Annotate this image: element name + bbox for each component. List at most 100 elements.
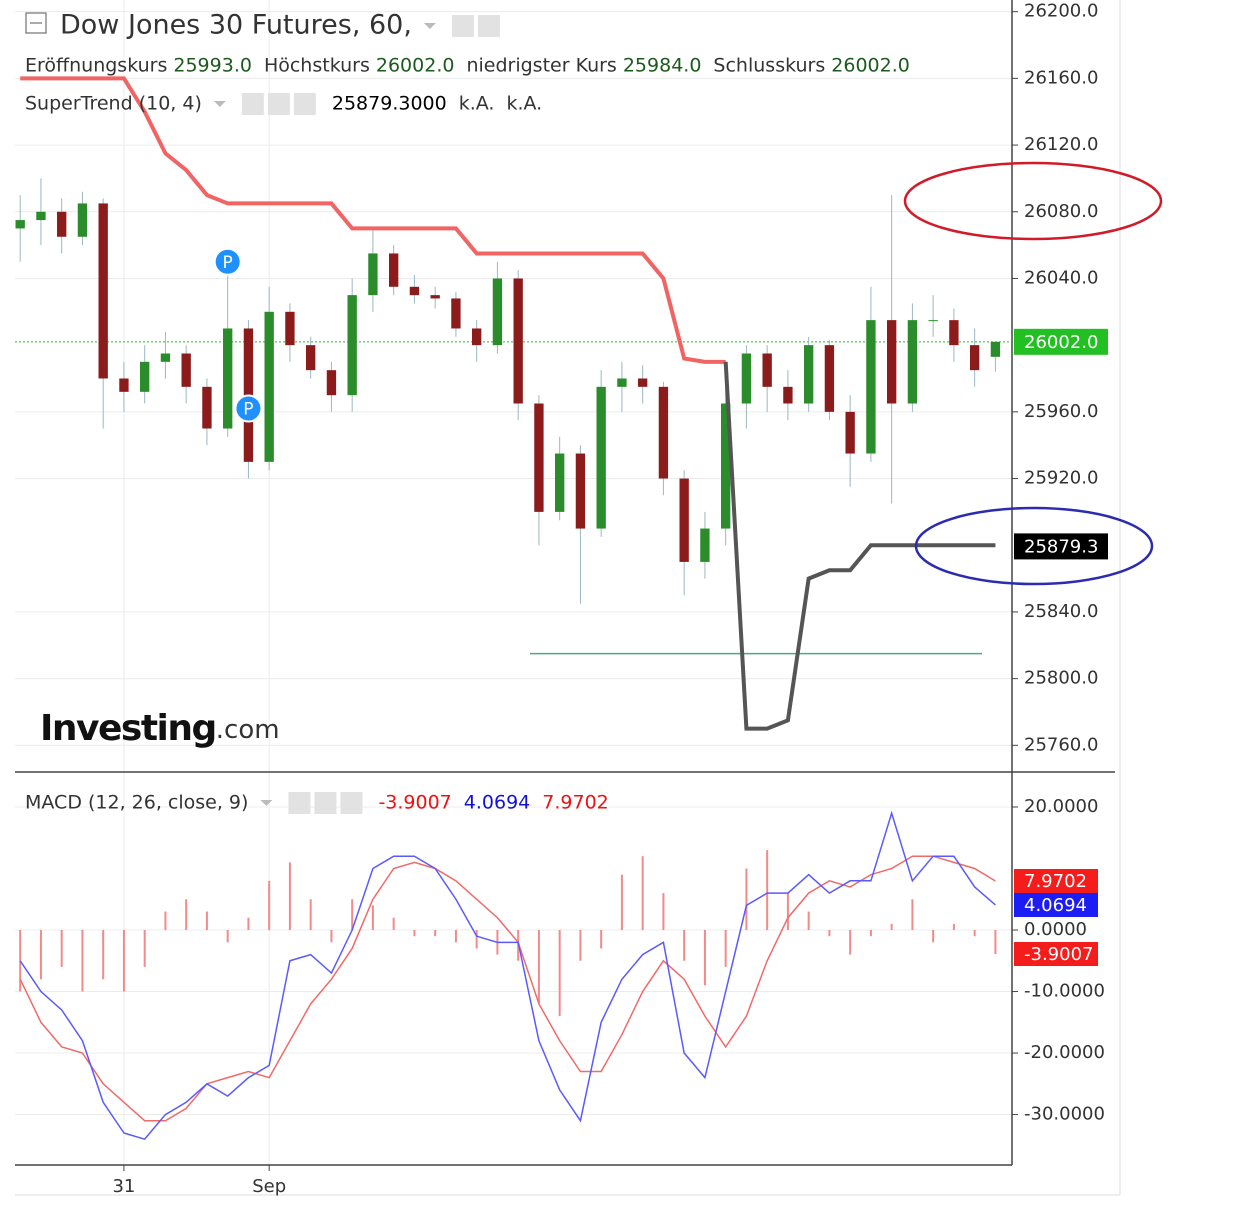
x-tick-label: Sep — [252, 1176, 286, 1197]
candle-body — [181, 353, 191, 387]
plot-area: PP — [15, 76, 1012, 1141]
histogram-bar — [724, 930, 727, 967]
candle-body — [77, 203, 88, 237]
supertrend-line — [723, 361, 996, 731]
histogram-bar — [351, 899, 354, 931]
price-label: 26002.0 — [1024, 332, 1098, 353]
histogram-bar — [371, 905, 374, 931]
last-value-box — [1014, 868, 1098, 893]
histogram-bar — [973, 930, 976, 937]
supertrend-line — [20, 76, 726, 364]
histogram-bar — [745, 868, 748, 931]
y-tick-label: 20.0000 — [1024, 796, 1098, 817]
histogram-bar — [807, 911, 810, 931]
histogram-bar — [434, 930, 437, 937]
histogram-bar — [454, 930, 457, 943]
candle-body — [783, 386, 793, 404]
indicator-name: SuperTrend (10, 4) — [25, 93, 202, 115]
candle-body — [803, 345, 814, 404]
indicator-value: 4.0694 — [464, 792, 530, 814]
histogram-bar — [766, 850, 769, 931]
candle-body — [928, 320, 938, 322]
dropdown-arrow[interactable] — [260, 800, 273, 806]
histogram-bar — [164, 911, 167, 931]
y-tick-label: 25760.0 — [1024, 734, 1098, 755]
candle-body — [285, 311, 295, 346]
candle-body — [554, 453, 565, 512]
ohlc-value: 25993.0 — [173, 55, 252, 77]
candle-body — [534, 403, 544, 512]
toolbar-icon[interactable] — [293, 93, 316, 115]
candle-body — [866, 320, 876, 454]
y-tick-label: 25840.0 — [1024, 601, 1098, 622]
candle-body — [36, 211, 46, 221]
pivot-marker[interactable] — [213, 247, 242, 276]
logo-part: .com — [216, 715, 280, 745]
indicator-value: 25879.3000 — [332, 93, 447, 115]
candle-body — [202, 386, 212, 429]
candle-body — [160, 353, 171, 362]
histogram-bar — [537, 930, 540, 1004]
pivot-marker[interactable] — [234, 394, 263, 423]
last-value-label: 4.0694 — [1024, 895, 1087, 916]
dropdown-arrow[interactable] — [423, 23, 436, 29]
candle-body — [57, 211, 67, 237]
indicator-value: k.A. — [506, 93, 542, 115]
candle-body — [513, 278, 523, 404]
candle-body — [347, 295, 357, 396]
pivot-marker-label: P — [223, 253, 233, 273]
ohlc-label: Eröffnungskurs — [25, 55, 167, 77]
candle-body — [306, 345, 316, 371]
candle-body — [264, 311, 274, 462]
histogram-bar — [185, 899, 188, 931]
histogram-bar — [620, 874, 623, 931]
toolbar-icon[interactable] — [477, 15, 500, 37]
histogram-bar — [143, 930, 146, 967]
price-label-box — [1014, 328, 1108, 355]
histogram-bar — [703, 930, 706, 986]
histogram-bar — [911, 899, 914, 931]
indicator-value: k.A. — [459, 93, 495, 115]
indicator-name: MACD (12, 26, close, 9) — [25, 792, 248, 814]
candle-body — [472, 328, 482, 346]
candle-body — [845, 411, 855, 454]
y-tick-label: 26200.0 — [1024, 1, 1098, 22]
toolbar-icon[interactable] — [267, 93, 290, 115]
histogram-bar — [288, 862, 291, 931]
signal-line — [19, 855, 996, 1122]
collapse-button[interactable] — [25, 12, 47, 34]
dropdown-arrow[interactable] — [213, 101, 226, 107]
histogram-bar — [683, 930, 686, 961]
candle-body — [949, 320, 959, 346]
candle-body — [720, 403, 731, 529]
candle-body — [741, 353, 752, 404]
price-label-box — [1014, 533, 1108, 560]
toolbar-icon[interactable] — [340, 792, 363, 814]
ohlc-value: 25984.0 — [623, 55, 702, 77]
candle-body — [658, 386, 669, 479]
candle-body — [575, 453, 586, 529]
header: Dow Jones 30 Futures, 60, Eröffnungskurs 2… — [25, 10, 910, 814]
x-tick-label: 31 — [112, 1176, 135, 1197]
histogram-bar — [39, 930, 42, 980]
indicator-value: 7.9702 — [542, 792, 608, 814]
ohlc-value: 26002.0 — [831, 55, 910, 77]
histogram-bar — [994, 930, 997, 955]
toolbar-icon[interactable] — [314, 792, 337, 814]
candle-body — [119, 378, 129, 392]
histogram-bar — [309, 899, 312, 931]
candle-body — [389, 253, 399, 287]
candle-body — [140, 361, 150, 392]
histogram-bar — [226, 930, 229, 943]
y-tick-label: -20.0000 — [1024, 1042, 1105, 1063]
y-tick-label: 26080.0 — [1024, 201, 1098, 222]
highlight-ellipse — [903, 161, 1163, 241]
toolbar-icon[interactable] — [451, 15, 474, 37]
y-tick-label: 0.0000 — [1024, 919, 1087, 940]
histogram-bar — [662, 893, 665, 931]
ohlc-label: niedrigster Kurs — [466, 55, 616, 77]
histogram-bar — [413, 930, 416, 937]
toolbar-icon[interactable] — [241, 93, 264, 115]
toolbar-icon[interactable] — [288, 792, 311, 814]
histogram-bar — [81, 930, 84, 992]
